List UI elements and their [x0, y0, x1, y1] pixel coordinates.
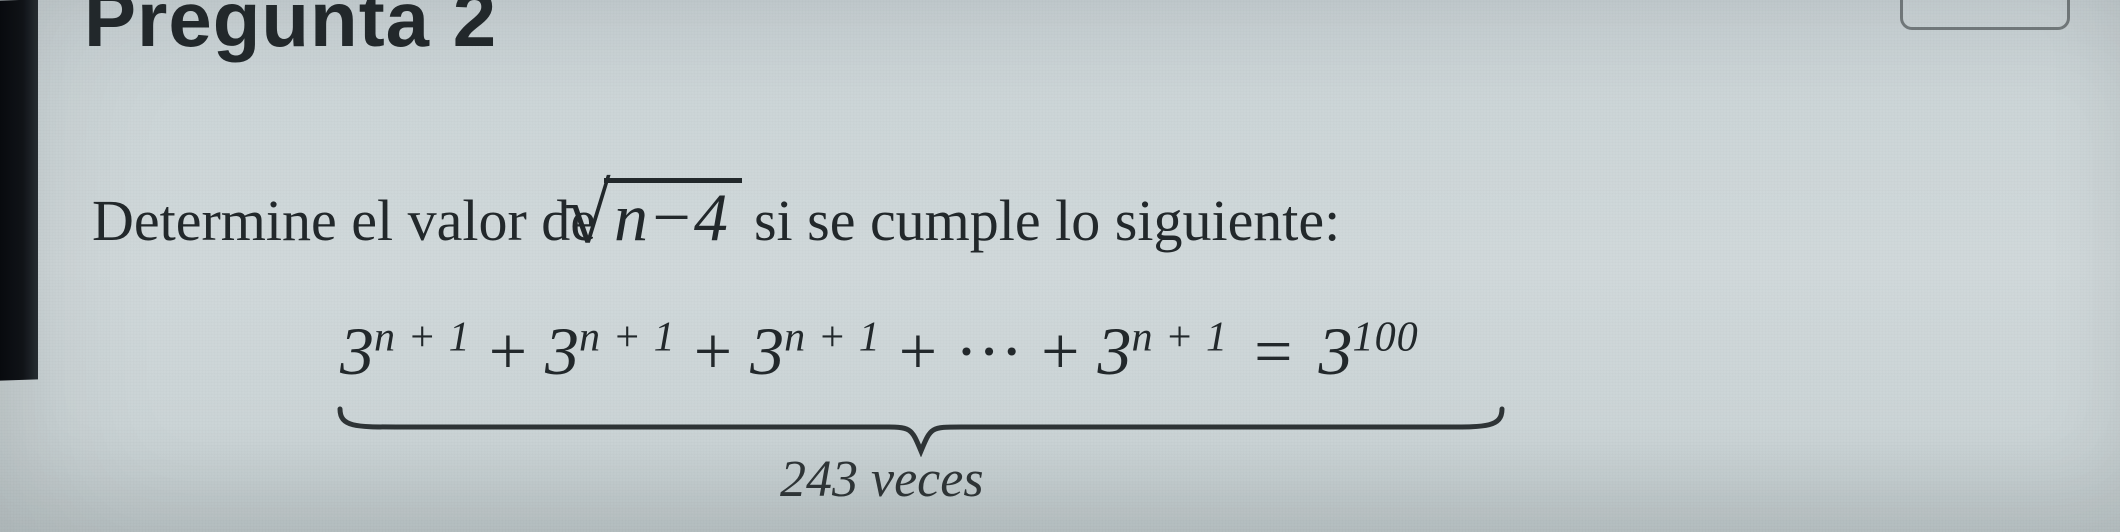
repeat-caption: 243 veces [780, 450, 984, 509]
equation-line: 3n + 1+3n + 1+3n + 1+···+3n + 1=3100 [340, 312, 1419, 391]
plus-sign: + [489, 312, 527, 391]
lead-text-a: Determine el valor de [92, 187, 596, 254]
radicand: n−4 [604, 178, 742, 251]
repeat-word: veces [871, 451, 984, 508]
sqrt-expression: √ n−4 [604, 178, 742, 251]
plus-sign: + [899, 312, 937, 391]
lhs-sum: 3n + 1+3n + 1+3n + 1+···+3n + 1=3100 [340, 312, 1419, 391]
power-term: 3n + 1 [340, 312, 471, 391]
plus-sign: + [694, 312, 732, 391]
ellipsis: ··· [955, 312, 1023, 391]
power-term: 3n + 1 [750, 312, 881, 391]
repeat-count: 243 [780, 451, 858, 508]
power-term: 3n + 1 [1097, 312, 1228, 391]
content: Determine el valor de √ n−4 si se cumple… [0, 0, 2120, 532]
power-term: 3n + 1 [545, 312, 676, 391]
lead-text-b: si se cumple lo siguiente: [754, 187, 1340, 254]
equals-sign: = [1254, 312, 1292, 391]
radical-sign-icon: √ [564, 172, 611, 257]
power-term: 3100 [1318, 312, 1418, 391]
prompt-line: Determine el valor de √ n−4 si se cumple… [92, 178, 1340, 254]
plus-sign: + [1041, 312, 1079, 391]
